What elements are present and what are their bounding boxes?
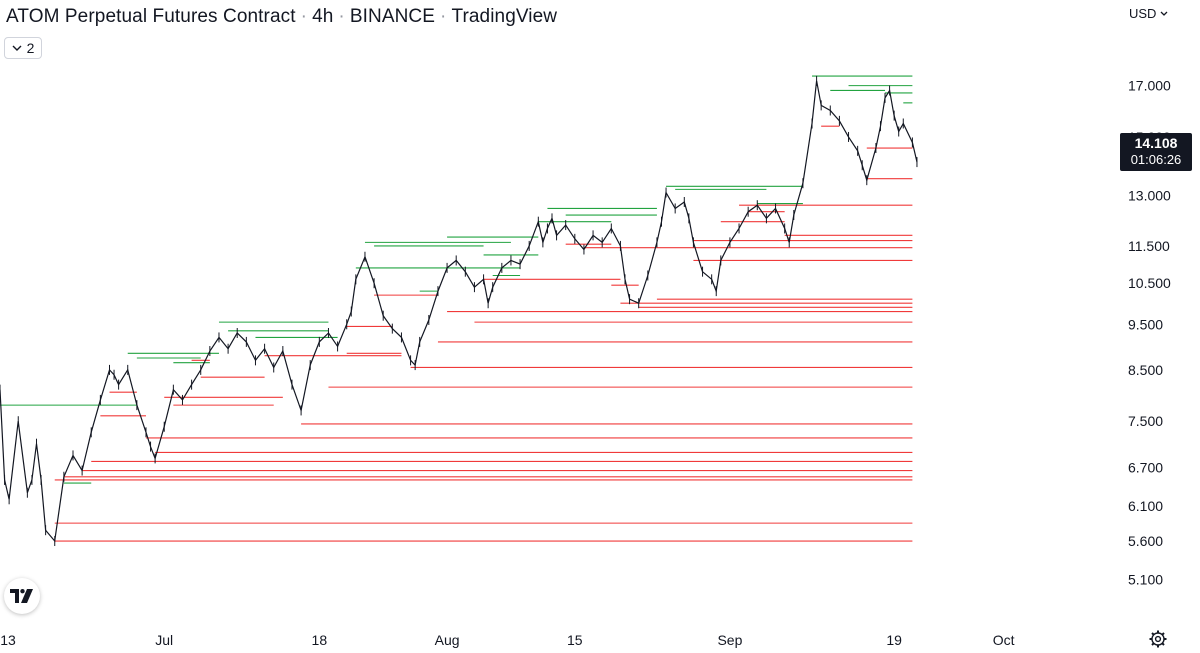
price-tick-label: 5.100: [1128, 571, 1163, 587]
chevron-down-icon: [1160, 11, 1168, 16]
interval-label[interactable]: 4h: [312, 6, 334, 27]
price-tick-label: 13.000: [1128, 188, 1171, 204]
bar-countdown: 01:06:26: [1130, 152, 1182, 167]
time-tick-label: Oct: [993, 632, 1015, 648]
price-line: [0, 80, 918, 543]
currency-label: USD: [1129, 6, 1157, 21]
last-price-tag: 14.108 01:06:26: [1120, 133, 1192, 171]
levels-layer: [0, 75, 913, 542]
source-label: TradingView: [451, 6, 558, 27]
time-tick-label: 13: [0, 632, 16, 648]
time-tick-label: Sep: [717, 632, 742, 648]
last-price: 14.108: [1134, 135, 1178, 151]
title-separator: ·: [338, 6, 345, 27]
time-tick-label: Aug: [435, 632, 460, 648]
price-tick-label: 17.000: [1128, 78, 1171, 94]
price-tick-label: 8.500: [1128, 362, 1163, 378]
time-tick-label: Jul: [155, 632, 173, 648]
chevron-down-icon: [12, 45, 22, 51]
title-separator: ·: [300, 6, 308, 27]
price-tick-label: 11.500: [1128, 238, 1170, 254]
collapse-count: 2: [26, 40, 35, 56]
price-tick-label: 7.500: [1128, 413, 1163, 429]
tradingview-logo-icon[interactable]: [4, 578, 40, 614]
price-tick-label: 9.500: [1128, 316, 1163, 332]
price-tick-label: 5.600: [1128, 533, 1163, 549]
time-tick-label: 15: [567, 632, 583, 648]
time-tick-label: 18: [312, 632, 328, 648]
price-tick-label: 6.700: [1128, 459, 1163, 475]
gear-icon[interactable]: [1148, 629, 1168, 649]
currency-selector[interactable]: USD: [1129, 6, 1168, 21]
title-separator: ·: [440, 6, 447, 27]
chart-title: ATOM Perpetual Futures Contract · 4h · BINAN…: [6, 6, 557, 28]
price-series: [0, 75, 918, 547]
symbol-name[interactable]: ATOM Perpetual Futures Contract: [6, 6, 296, 27]
exchange-label: BINANCE: [349, 6, 436, 27]
time-axis[interactable]: 13 Jul 18 Aug 15 Sep 19 Oct: [0, 632, 1014, 648]
price-tick-label: 10.500: [1128, 275, 1171, 291]
price-tick-label: 6.100: [1128, 498, 1163, 514]
time-tick-label: 19: [886, 632, 902, 648]
collapse-indicators-button[interactable]: 2: [4, 37, 42, 59]
